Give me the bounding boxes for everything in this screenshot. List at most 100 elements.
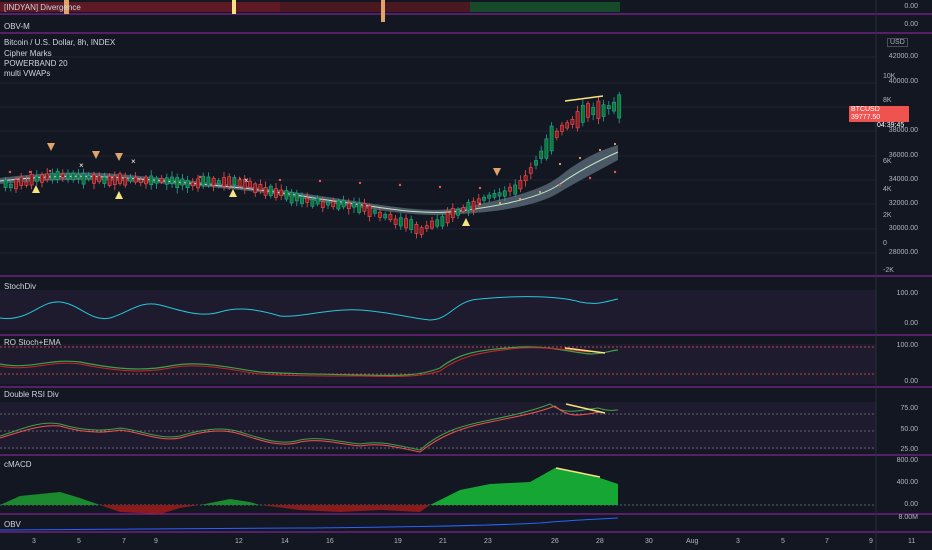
cmacd-histogram [0,468,618,514]
candle-body [71,172,76,181]
time-tick: 21 [439,538,447,545]
candle-body [34,175,39,182]
volume-tick: 10K [883,73,896,80]
candle-body [367,205,372,217]
candle-body [258,184,263,191]
vwap-dots-orange [478,142,617,206]
candle-body [133,176,138,183]
candle-body [190,181,195,187]
volume-tick: 8K [883,97,892,104]
candle-body [528,167,533,174]
currency-label[interactable]: USD [887,38,908,47]
time-tick: Aug [686,538,699,545]
candle-body [357,203,362,213]
candle-body [388,213,393,221]
candle-body [606,105,611,110]
candle-body [471,200,476,211]
candle-body [383,213,388,219]
candle-body [123,177,128,186]
candle-body [409,219,414,230]
candle-body [45,173,50,180]
candle-body [274,188,278,198]
candle-body [539,150,544,159]
candle-body [398,217,403,227]
panel-separators [0,13,932,533]
price-tick: 32000.00 [888,200,918,207]
candle-body [268,185,273,196]
candle-body [435,219,440,227]
volume-tick: 0 [883,240,887,247]
candle-body [331,201,336,208]
price-tick: 38000.00 [888,127,918,134]
candle-body [232,177,237,186]
candle-body [544,138,549,159]
candle-body [55,170,60,180]
cmacd-axis: 800.00 [896,457,918,464]
stoch-axis: 0.00 [904,320,918,327]
candle-body [419,227,424,235]
candle-body [518,180,523,190]
candle-body [149,175,154,186]
panel-label-ro[interactable]: RO Stoch+EMA [4,338,61,347]
candle-body [315,197,320,205]
candle-body [549,125,554,152]
svg-text:×: × [131,157,136,166]
ro-axis: 100.00 [896,342,918,349]
volume-tick: -2K [883,267,894,274]
candle-body [185,180,190,189]
time-tick: 11 [908,538,916,545]
candle-body [586,103,590,118]
rsi-fast-line [0,403,619,451]
symbol-title[interactable]: Bitcoin / U.S. Dollar, 8h, INDEX [4,38,116,47]
candle-body [112,175,117,185]
panel-label-obv[interactable]: OBV [4,520,21,529]
badge-countdown: 04:39:45 [877,122,905,129]
candle-body [138,179,143,183]
price-tick: 42000.00 [888,53,918,60]
time-tick: 7 [825,538,829,545]
candle-body [326,201,330,206]
time-tick: 14 [281,538,289,545]
candle-body [476,198,481,204]
candle-body [294,193,299,202]
indicator-vwap[interactable]: multi VWAPs [4,69,51,78]
candle-body [289,191,294,204]
candle-body [404,218,408,229]
candle-body [66,173,70,180]
candle-body [305,197,310,203]
candle-body [456,209,460,216]
candle-body [92,174,96,184]
candle-body [414,223,419,234]
candle-body [263,187,268,196]
candle-body [248,180,252,188]
rsi-axis: 50.00 [900,426,918,433]
candle-body [617,94,622,119]
candlesticks [3,91,622,239]
panel-label-rsi[interactable]: Double RSI Div [4,390,59,399]
candle-body [378,211,382,218]
candle-body [346,203,351,210]
indicator-powerband[interactable]: POWERBAND 20 [4,59,68,68]
time-tick: 9 [869,538,873,545]
candle-body [201,175,206,186]
time-tick: 5 [77,538,81,545]
candle-body [575,111,580,129]
candle-body [175,177,180,188]
candle-body [560,124,564,132]
candle-body [393,218,398,225]
candle-body [107,175,112,186]
badge-price: 39777.50 [851,114,881,121]
candle-body [502,190,507,197]
candle-body [591,107,596,115]
time-tick: 3 [736,538,740,545]
candle-body [612,101,616,112]
panel-label-cmacd[interactable]: cMACD [4,460,32,469]
candle-body [222,177,226,187]
time-tick: 12 [235,538,243,545]
candle-body [341,199,346,208]
svg-text:×: × [244,176,249,185]
panel-label-stochdiv[interactable]: StochDiv [4,282,37,291]
indicator-cipher[interactable]: Cipher Marks [4,49,52,58]
candle-body [461,207,466,212]
